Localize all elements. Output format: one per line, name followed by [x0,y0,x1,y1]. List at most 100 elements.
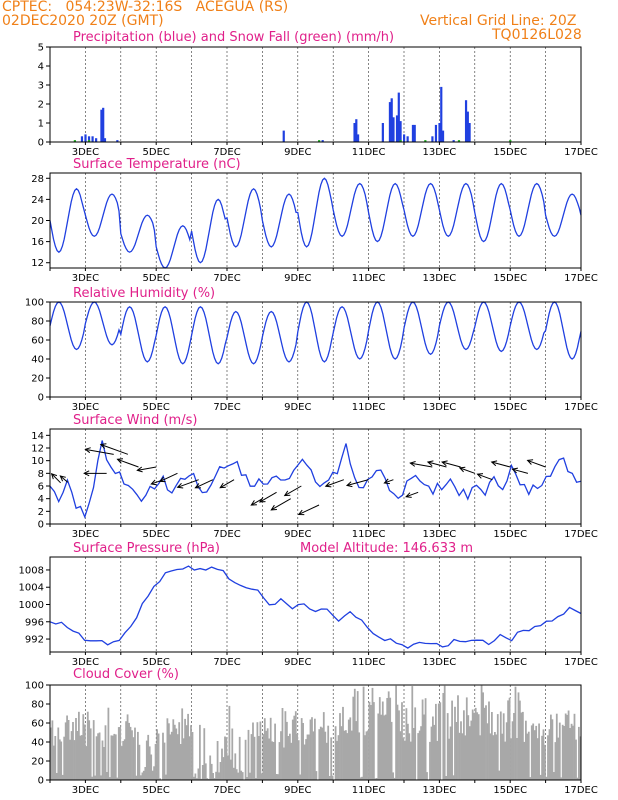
cloud-bar [511,721,514,780]
cloud-bar [154,743,157,780]
wind-arrow-head [150,479,157,486]
cloud-bar [465,697,468,780]
temp-panel: Surface Temperature (nC) 12 16 20 24 28 3DEC 5D… [31,157,598,284]
cloud-bar [426,772,428,780]
cloud-bar [75,718,77,780]
cloud-bar [255,778,257,780]
cloud-bar [299,774,302,780]
cloud-bar [437,703,440,780]
cloud-bar [284,711,287,780]
y-tick-label: 0 [38,520,44,531]
cloud-bar [449,726,452,780]
y-tick-label: 8 [38,469,44,480]
cloud-bar [86,711,89,780]
wind-arrow [100,444,129,455]
cloud-bar [204,763,207,780]
cloud-bar [504,741,507,780]
y-tick-label: 1008 [19,565,44,576]
cloud-bar [100,775,102,780]
wind-arrow [477,473,493,481]
wind-arrow-head [409,461,416,467]
cloud-bar [125,721,127,780]
cloud-bar [94,775,97,780]
cloud-bar [219,762,222,780]
cloud-bar [212,773,214,780]
cloud-bar [107,707,110,780]
cloud-bar [79,735,82,780]
y-tick-label: 992 [25,635,44,646]
x-tick-label: 11DEC [352,785,386,796]
cloud-bar [258,736,260,780]
cloud-bar [237,772,240,780]
precip-bar [100,109,103,142]
cloud-bar [404,740,406,780]
y-tick-label: 80 [31,317,44,328]
wind-arrow-head [405,492,412,498]
wind-arrow [346,479,369,486]
precip-bar [388,102,392,142]
y-tick-label: 0 [38,138,44,149]
cloud-bar [319,726,322,780]
wind-arrow-head [476,473,484,479]
cloud-bar [283,747,285,780]
cloud-bar [452,775,455,780]
wind-arrow-head [250,500,257,506]
cloud-bar [73,740,76,780]
cloud-bar [200,778,203,780]
cloud-bar [241,772,244,780]
y-tick-label: 40 [31,355,44,366]
cloud-bar [358,732,361,780]
cloud-bar [491,712,493,780]
cloud-bar [467,715,470,780]
cloud-bar [104,725,107,780]
cloud-bar [185,725,188,780]
wind-arrow [85,448,114,455]
cloud-bar [322,712,325,780]
cloud-bar [178,722,181,780]
wind-arrow [177,479,199,488]
cloud-bar [168,723,170,780]
wind-arrow-head [283,490,291,497]
cloud-bar [337,735,340,780]
cloud-bar [340,726,343,780]
x-tick-label: 3DEC [72,147,99,158]
cloud-bar [247,729,250,780]
precip-bar [116,140,119,142]
cloud-bar [306,734,309,780]
wind-arrow-head [99,443,107,449]
cloud-bar [347,719,350,780]
cloud-bar [126,714,129,780]
x-tick-label: 15DEC [493,147,527,158]
cloud-bar [525,720,527,780]
y-tick-label: 4 [38,494,44,505]
cloud-bar [55,773,58,780]
cloud-bar [268,738,271,780]
cloud-bar [455,722,458,780]
cloud-bar [97,733,99,780]
x-tick-label: 5DEC [143,657,170,668]
precip-bar [395,115,399,142]
cloud-bar [336,740,338,780]
cloud-bar [207,778,210,780]
cloud-bar [224,736,226,780]
cloud-bar [496,714,499,780]
cloud-bar [294,711,297,780]
cloud-bar [312,731,315,780]
precip-bar [390,98,393,142]
cloud-bar [64,722,67,780]
y-tick-label: 100 [25,298,44,309]
cloud-bar [69,739,71,780]
cloud-bar [560,777,563,780]
wind-arrow-head [116,458,124,464]
snow-bar [73,140,76,142]
cloud-bar [92,720,95,780]
cloud-bar [135,775,138,780]
cloud-bar [476,712,479,780]
cloud-bar [396,704,399,780]
cloud-bar [271,741,274,780]
cloud-bar [407,723,409,780]
cloud-bar [551,719,554,780]
cloud-bar [66,715,68,780]
x-tick-label: 13DEC [423,785,457,796]
